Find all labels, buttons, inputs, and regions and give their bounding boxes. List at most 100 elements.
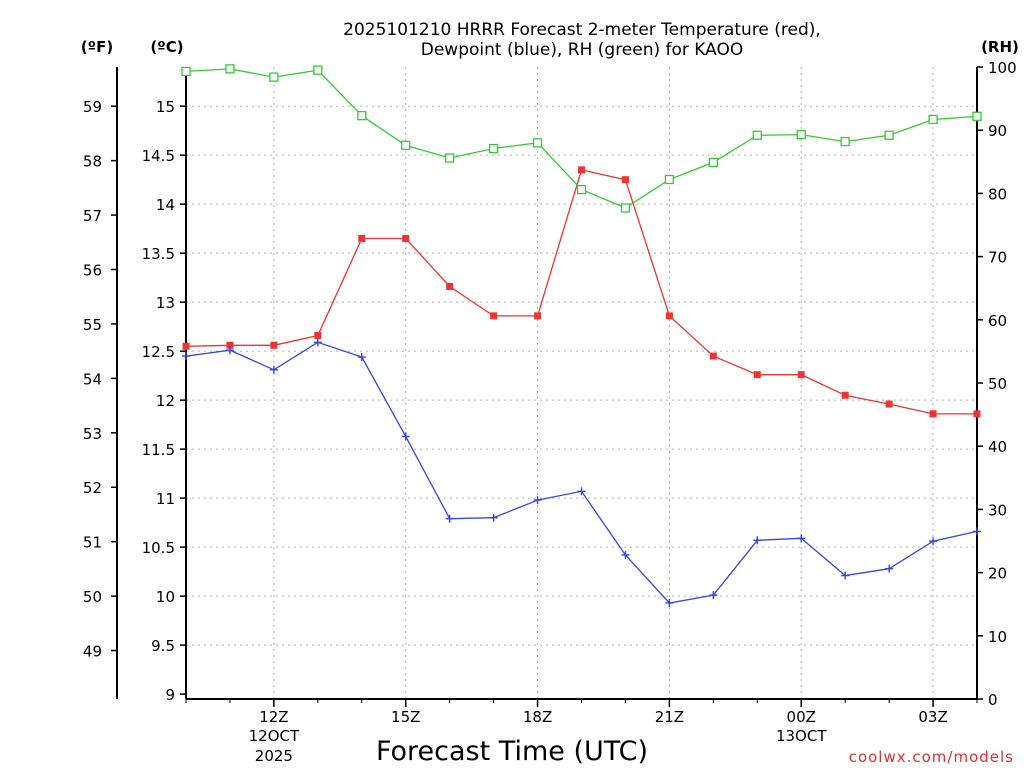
- dewpoint-point: [225, 346, 234, 355]
- rh-point: [401, 140, 411, 151]
- temperature-point: [753, 371, 761, 379]
- celsius-tick-label: 10: [156, 588, 175, 606]
- celsius-tick-label: 9.5: [151, 637, 175, 655]
- series-dewpoint: [182, 338, 981, 607]
- dewpoint-point: [401, 432, 410, 441]
- rh-point: [445, 153, 455, 163]
- dewpoint-point: [929, 537, 938, 546]
- celsius-tick-label: 11.5: [142, 441, 175, 459]
- rh-point: [972, 111, 982, 121]
- temperature-point: [358, 234, 366, 242]
- grid-lines: [186, 67, 977, 699]
- time-tick-label: 15Z: [391, 708, 420, 726]
- chart-title-line1: 2025101210 HRRR Forecast 2-meter Tempera…: [343, 20, 821, 40]
- celsius-tick-label: 9: [165, 686, 175, 704]
- rh-tick-label: 60: [988, 312, 1007, 330]
- fahrenheit-tick-label: 59: [83, 98, 102, 116]
- fahrenheit-tick-label: 54: [83, 370, 102, 388]
- temperature-point: [534, 312, 542, 320]
- rh-point: [708, 157, 718, 168]
- temperature-point: [226, 341, 234, 349]
- fahrenheit-axis: 49 50 51 52 53 54 55 56 57 58 59: [83, 98, 117, 661]
- data-series: [181, 64, 982, 607]
- temperature-point: [270, 341, 278, 349]
- temperature-point: [709, 352, 717, 360]
- time-tick-label: 21Z: [655, 708, 684, 726]
- dewpoint-point: [577, 487, 586, 496]
- rh-point: [357, 111, 367, 121]
- rh-point: [576, 184, 587, 195]
- rh-point: [664, 174, 675, 185]
- dewpoint-point: [665, 598, 674, 607]
- dewpoint-point: [841, 571, 850, 580]
- time-date-label: 12OCT: [249, 727, 300, 745]
- rh-point: [269, 72, 279, 82]
- fahrenheit-tick-label: 52: [83, 479, 102, 497]
- rh-point: [225, 64, 235, 74]
- credit-link[interactable]: coolwx.com/models: [849, 748, 1014, 766]
- dewpoint-point: [885, 564, 894, 573]
- rh-point: [884, 130, 894, 140]
- rh-axis: 0 10 20 30 40 50 60 70 80 90 100: [977, 59, 1017, 709]
- series-rh: [181, 64, 982, 213]
- rh-tick-label: 70: [988, 249, 1007, 267]
- temperature-point: [182, 342, 190, 350]
- rh-tick-label: 40: [988, 438, 1007, 456]
- time-year-label: 2025: [255, 747, 293, 765]
- celsius-tick-label: 14.5: [142, 147, 175, 165]
- celsius-tick-label: 14: [156, 196, 175, 214]
- rh-tick-label: 100: [988, 59, 1017, 77]
- temperature-point: [929, 410, 937, 418]
- rh-point: [313, 65, 323, 75]
- time-tick-label: 03Z: [918, 708, 947, 726]
- time-tick-label: 18Z: [523, 708, 552, 726]
- rh-point: [752, 130, 762, 140]
- temperature-point: [578, 166, 585, 174]
- dewpoint-point: [621, 550, 630, 559]
- celsius-tick-label: 10.5: [142, 539, 175, 557]
- temperature-line: [185, 169, 977, 415]
- dewpoint-point: [973, 527, 981, 536]
- fahrenheit-tick-label: 57: [83, 207, 102, 225]
- dewpoint-point: [182, 352, 190, 361]
- series-temperature: [182, 166, 981, 418]
- temperature-point: [885, 400, 893, 408]
- fahrenheit-unit-label: (ºF): [81, 38, 113, 56]
- celsius-tick-label: 12.5: [142, 343, 175, 361]
- rh-tick-label: 30: [988, 501, 1007, 519]
- celsius-tick-label: 15: [156, 98, 175, 116]
- time-tick-label: 00Z: [787, 708, 816, 726]
- x-axis-title: Forecast Time (UTC): [376, 736, 648, 767]
- fahrenheit-tick-label: 53: [83, 425, 102, 443]
- fahrenheit-tick-label: 49: [83, 643, 102, 661]
- celsius-unit-label: (ºC): [150, 38, 183, 56]
- rh-point: [928, 114, 938, 125]
- rh-point: [532, 138, 543, 148]
- dewpoint-point: [489, 513, 498, 522]
- rh-tick-label: 80: [988, 185, 1007, 203]
- chart-title-line2: Dewpoint (blue), RH (green) for KAOO: [421, 40, 744, 60]
- rh-point: [796, 129, 806, 140]
- rh-unit-label: (RH): [981, 38, 1019, 56]
- rh-tick-label: 50: [988, 375, 1007, 393]
- fahrenheit-tick-label: 50: [83, 588, 102, 606]
- time-tick-label: 12Z: [259, 708, 288, 726]
- dewpoint-point: [797, 534, 806, 543]
- rh-tick-label: 10: [988, 628, 1007, 646]
- rh-tick-label: 0: [988, 691, 998, 709]
- axes: [116, 67, 978, 700]
- temperature-point: [621, 176, 629, 184]
- temperature-point: [797, 371, 805, 379]
- dewpoint-point: [709, 591, 718, 600]
- temperature-point: [490, 312, 498, 320]
- temperature-point: [841, 391, 849, 399]
- celsius-tick-label: 11: [156, 490, 175, 508]
- dewpoint-point: [313, 338, 322, 347]
- dewpoint-point: [533, 496, 542, 505]
- fahrenheit-tick-label: 58: [83, 153, 102, 171]
- dewpoint-line: [185, 341, 978, 604]
- temperature-point: [446, 282, 454, 290]
- dewpoint-point: [357, 353, 366, 362]
- dewpoint-point: [753, 536, 762, 545]
